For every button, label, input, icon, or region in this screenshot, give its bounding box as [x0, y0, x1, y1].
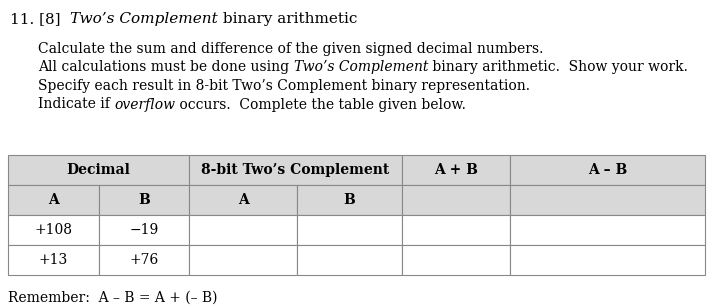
Text: +108: +108 — [34, 223, 72, 237]
Bar — [189, 185, 297, 215]
Bar — [510, 245, 705, 275]
Text: Specify each result in 8-bit Two’s Complement binary representation.: Specify each result in 8-bit Two’s Compl… — [38, 79, 530, 93]
Bar — [402, 155, 510, 185]
Bar — [402, 245, 510, 275]
Bar — [8, 185, 99, 215]
Text: A: A — [48, 193, 59, 207]
Text: +76: +76 — [129, 253, 159, 267]
Text: 8-bit Two’s Complement: 8-bit Two’s Complement — [202, 163, 390, 177]
Bar — [402, 185, 510, 215]
Bar — [99, 215, 189, 245]
Bar — [189, 155, 402, 185]
Text: occurs.  Complete the table given below.: occurs. Complete the table given below. — [175, 98, 466, 111]
Text: A + B: A + B — [434, 163, 478, 177]
Bar — [510, 155, 705, 185]
Text: Remember:  A – B = A + (– B): Remember: A – B = A + (– B) — [8, 291, 217, 305]
Text: Two’s Complement: Two’s Complement — [70, 12, 218, 26]
Text: All calculations must be done using: All calculations must be done using — [38, 61, 293, 74]
Text: 11. [8]: 11. [8] — [10, 12, 70, 26]
Text: Calculate the sum and difference of the given signed decimal numbers.: Calculate the sum and difference of the … — [38, 42, 543, 56]
Text: overflow: overflow — [114, 98, 175, 111]
Text: Indicate if: Indicate if — [38, 98, 114, 111]
Bar — [510, 215, 705, 245]
Bar — [99, 245, 189, 275]
Text: binary arithmetic.  Show your work.: binary arithmetic. Show your work. — [428, 61, 688, 74]
Bar — [297, 185, 402, 215]
Bar — [510, 185, 705, 215]
Text: +13: +13 — [39, 253, 68, 267]
Bar — [99, 185, 189, 215]
Text: binary arithmetic: binary arithmetic — [218, 12, 358, 26]
Text: B: B — [344, 193, 355, 207]
Bar — [189, 245, 297, 275]
Text: Decimal: Decimal — [66, 163, 131, 177]
Bar — [8, 155, 189, 185]
Bar — [297, 215, 402, 245]
Text: A – B: A – B — [588, 163, 627, 177]
Text: A: A — [238, 193, 249, 207]
Text: Two’s Complement: Two’s Complement — [293, 61, 428, 74]
Bar — [297, 245, 402, 275]
Bar — [8, 215, 99, 245]
Text: −19: −19 — [129, 223, 159, 237]
Bar — [402, 215, 510, 245]
Text: B: B — [138, 193, 149, 207]
Bar — [189, 215, 297, 245]
Bar — [8, 245, 99, 275]
